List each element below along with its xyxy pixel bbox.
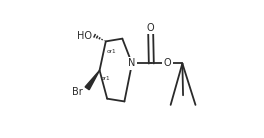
Text: or1: or1 <box>100 76 110 81</box>
Polygon shape <box>85 70 100 90</box>
Text: O: O <box>147 23 154 33</box>
Text: Br: Br <box>72 87 83 97</box>
Text: N: N <box>128 59 136 68</box>
Text: O: O <box>163 59 171 68</box>
Text: or1: or1 <box>107 49 116 54</box>
Text: HO: HO <box>77 31 92 41</box>
